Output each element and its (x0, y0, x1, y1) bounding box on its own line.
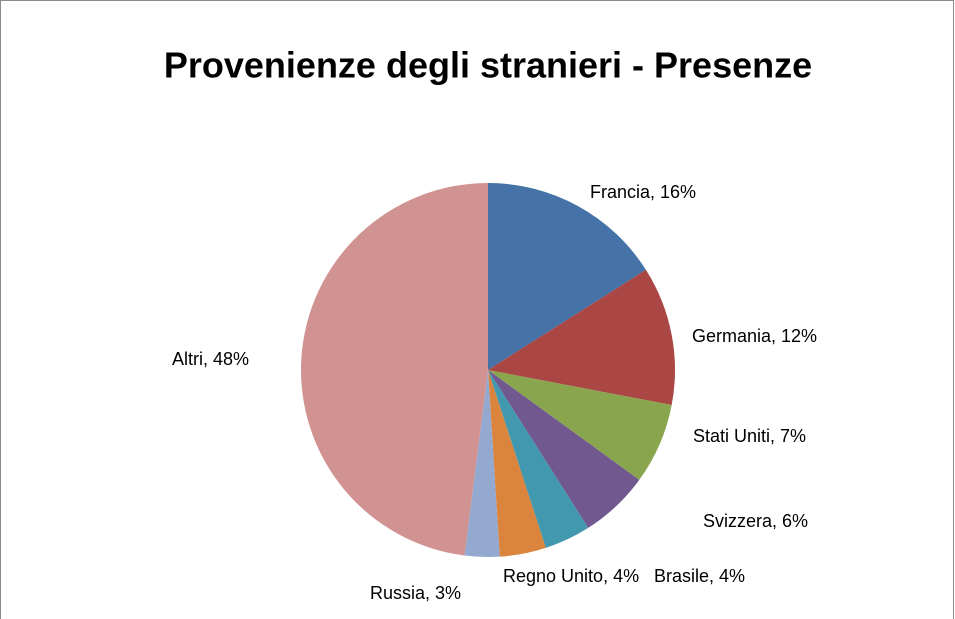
pie-slice (488, 370, 589, 548)
data-label: Francia, 16% (590, 182, 696, 202)
pie-slice (488, 183, 646, 370)
pie-slice (488, 269, 676, 406)
pie-slice (464, 370, 500, 558)
pie-slice (488, 370, 672, 480)
data-label: Brasile, 4% (654, 566, 745, 586)
data-label: Stati Uniti, 7% (693, 426, 806, 446)
pie-slice (488, 370, 546, 557)
data-label: Regno Unito, 4% (503, 566, 639, 586)
pie-slice (488, 370, 640, 528)
pie-slice (300, 183, 488, 556)
data-label: Germania, 12% (692, 326, 817, 346)
data-label: Russia, 3% (370, 583, 461, 603)
data-label: Svizzera, 6% (703, 511, 808, 531)
data-label: Altri, 48% (172, 349, 249, 369)
chart-title: Provenienze degli stranieri - Presenze (164, 45, 812, 86)
